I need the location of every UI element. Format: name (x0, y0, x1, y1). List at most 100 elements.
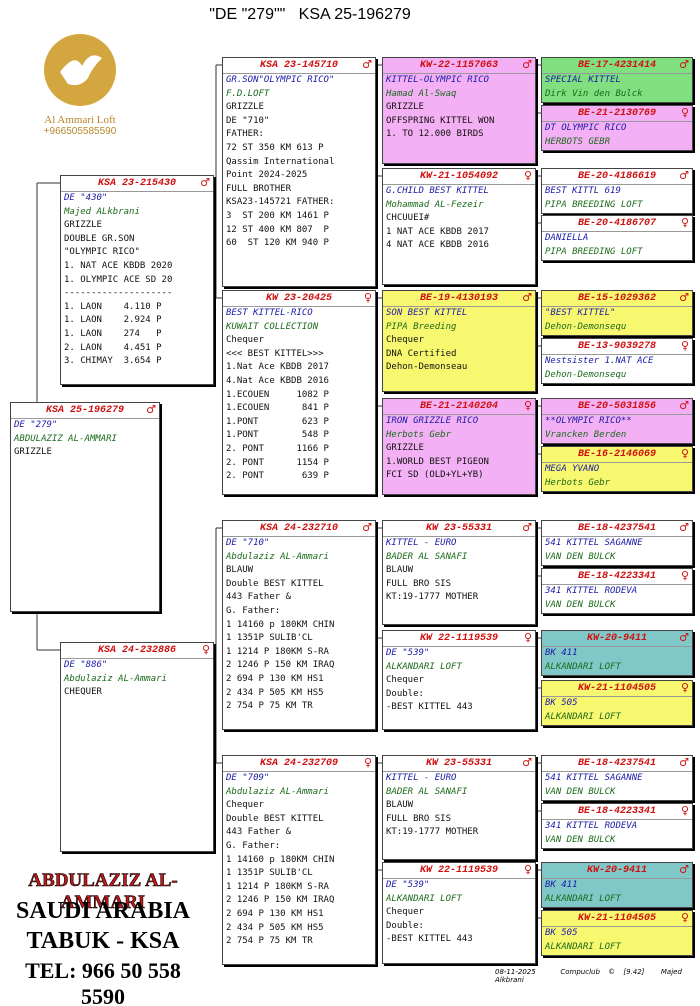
box-line: Double BEST KITTEL (226, 813, 324, 824)
box-line: 2. PONT 1154 P (226, 457, 329, 468)
box-line: 2 1246 P 150 KM IRAQ (226, 895, 335, 906)
box-line: BADER AL SANAFI (386, 551, 468, 562)
ring-number: KW-21-1054092 (419, 171, 498, 182)
pedigree-box: BE-18-4237541 ♂ 541 KITTEL SAGANNE VAN DEN … (541, 520, 693, 566)
box-line: Herbots Gebr (545, 477, 611, 488)
box-line: 1 1214 P 180KM S-RA (226, 881, 329, 892)
box-line: 1.PONT 623 P (226, 416, 329, 427)
box-line: KT:19-1777 MOTHER (386, 592, 479, 603)
box-line: 443 Father & (226, 592, 292, 603)
box-line: "BEST KITTEL" (545, 308, 616, 318)
box-line: G. Father: (226, 605, 281, 616)
box-line: 1.WORLD BEST PIGEON (386, 456, 489, 467)
box-line: MEGA YVANO (545, 464, 600, 474)
box-header: KSA 24-232709 ♀ (223, 756, 375, 772)
pedigree-box: KSA 24-232709 ♀ DE "709" Abdulaziz AL-Ammar… (222, 755, 376, 965)
box-line: 1.PONT 548 P (226, 430, 329, 441)
box-line: CHCUUEI# (386, 213, 430, 224)
sex: ♂ (679, 863, 689, 876)
box-line: 4 NAT ACE KBDB 2016 (386, 240, 489, 251)
box-line: 1.ECOUEN 1082 P (226, 389, 329, 400)
box-line: 2 694 P 130 KM HS1 (226, 908, 324, 919)
box-line: Dehon-Demonsequ (545, 321, 627, 332)
pedigree-box: KW-22-1157063 ♂ KITTEL-OLYMPIC RICO Hamad A… (382, 57, 536, 164)
ring-number: KSA 25-196279 (45, 405, 124, 416)
box-line: ALKANDARI LOFT (545, 711, 621, 722)
box-line: ALKANDARI LOFT (386, 893, 462, 904)
box-line: DANIELLA (545, 233, 589, 243)
pedigree-box: KW-20-9411 ♂ BK 411 ALKANDARI LOFT (541, 862, 693, 908)
ring-number: KSA 23-145710 (259, 60, 338, 71)
pedigree-box: KSA 24-232886 ♀ DE "886" Abdulaziz AL-Ammar… (60, 642, 214, 852)
pedigree-box: BE-19-4130193 ♂ SON BEST KITTEL PIPA Breedi… (382, 290, 536, 392)
box-line: Double: (386, 920, 424, 931)
sex: ♀ (680, 569, 689, 582)
box-line: ABDULAZIZ AL-AMMARI (14, 433, 117, 444)
box-line: FULL BRO SIS (386, 813, 452, 824)
sex: ♀ (680, 216, 689, 229)
box-line: KUWAIT COLLECTION (226, 321, 319, 332)
box-line: -------------------- (64, 288, 173, 299)
box-line: DE "539" (386, 880, 430, 890)
box-line: Mohammad AL-Fezeir (386, 199, 484, 210)
box-line: BEST KITTEL-RICO (226, 308, 313, 318)
box-header: KSA 23-215430 ♂ (61, 176, 213, 192)
box-line: 443 Father & (226, 827, 292, 838)
sex: ♂ (679, 756, 689, 769)
box-line: G.CHILD BEST KITTEL (386, 186, 489, 196)
box-line: Chequer (386, 335, 424, 346)
sex: ♀ (680, 911, 689, 924)
sex: ♂ (522, 756, 532, 769)
logo-name: Al Ammari Loft (44, 114, 116, 126)
ring-number: KW-20-9411 (586, 865, 647, 876)
box-line: GRIZZLE (64, 220, 102, 231)
pedigree-box: KW-20-9411 ♂ BK 411 ALKANDARI LOFT (541, 630, 693, 676)
pedigree-box: BE-21-2140204 ♀ IRON GRIZZLE RICO Herbots G… (382, 398, 536, 495)
box-line: KT:19-1777 MOTHER (386, 827, 479, 838)
box-header: KSA 24-232886 ♀ (61, 643, 213, 659)
pedigree-box: BE-21-2130769 ♀ DT OLYMPIC RICO HERBOTS GEB… (541, 105, 693, 151)
box-line: KSA23-145721 FATHER: (226, 197, 335, 208)
sex: ♀ (363, 291, 372, 304)
ring-number: BE-19-4130193 (419, 293, 498, 304)
box-line: 1 1214 P 180KM S-RA (226, 646, 329, 657)
box-line: BK 505 (545, 698, 578, 708)
box-line: 341 KITTEL RODEVA (545, 821, 638, 831)
box-line: 1. TO 12.000 BIRDS (386, 129, 484, 140)
sex: ♂ (522, 521, 532, 534)
ring-number: KW 23-20425 (265, 293, 332, 304)
box-line: BK 411 (545, 648, 578, 658)
footer-author: Majed Alkbrani (495, 968, 682, 984)
box-header: KSA 25-196279 ♂ (11, 403, 159, 419)
ring-number: KSA 23-215430 (97, 178, 176, 189)
box-line: Herbots Gebr (386, 429, 452, 440)
box-line: Hamad Al-Swaq (386, 88, 457, 99)
box-line: 1. OLYMPIC ACE SD 20 (64, 274, 173, 285)
pedigree-box: KW 23-55331 ♂ KITTEL - EURO BADER AL SANAFI… (382, 755, 536, 860)
ring-number: BE-13-9039278 (577, 341, 656, 352)
box-line: Chequer (386, 907, 424, 918)
ring-number: BE-18-4223341 (577, 806, 656, 817)
sex: ♀ (680, 106, 689, 119)
pedigree-box: KW 23-55331 ♂ KITTEL - EURO BADER AL SANAFI… (382, 520, 536, 625)
footer-software: Compuclub © [9.42] (560, 968, 645, 976)
box-line: FATHER: (226, 129, 264, 140)
box-line: VAN DEN BULCK (545, 599, 616, 610)
ring-number: BE-20-5031856 (577, 401, 656, 412)
box-line: 3. CHIMAY 3.654 P (64, 356, 162, 367)
box-header: KW-21-1054092 ♀ (383, 169, 535, 185)
box-header: KW-22-1157063 ♂ (383, 58, 535, 74)
box-line: 2 434 P 505 KM HS5 (226, 922, 324, 933)
pedigree-box: KW-21-1054092 ♀ G.CHILD BEST KITTEL Mohamma… (382, 168, 536, 285)
box-line: VAN DEN BULCK (545, 786, 616, 797)
sex: ♀ (523, 863, 532, 876)
sex: ♂ (679, 169, 689, 182)
box-line: 1. LAON 4.110 P (64, 301, 162, 312)
owner-tel: TEL: 966 50 558 5590 (25, 958, 181, 1006)
box-line: Point 2024-2025 (226, 170, 308, 181)
box-line: BLAUW (386, 565, 414, 576)
box-line: 2. PONT 639 P (226, 471, 329, 482)
box-header: BE-17-4231414 ♂ (542, 58, 692, 74)
box-line: Majed ALkbrani (64, 206, 140, 217)
box-line: F.D.LOFT (226, 88, 270, 99)
